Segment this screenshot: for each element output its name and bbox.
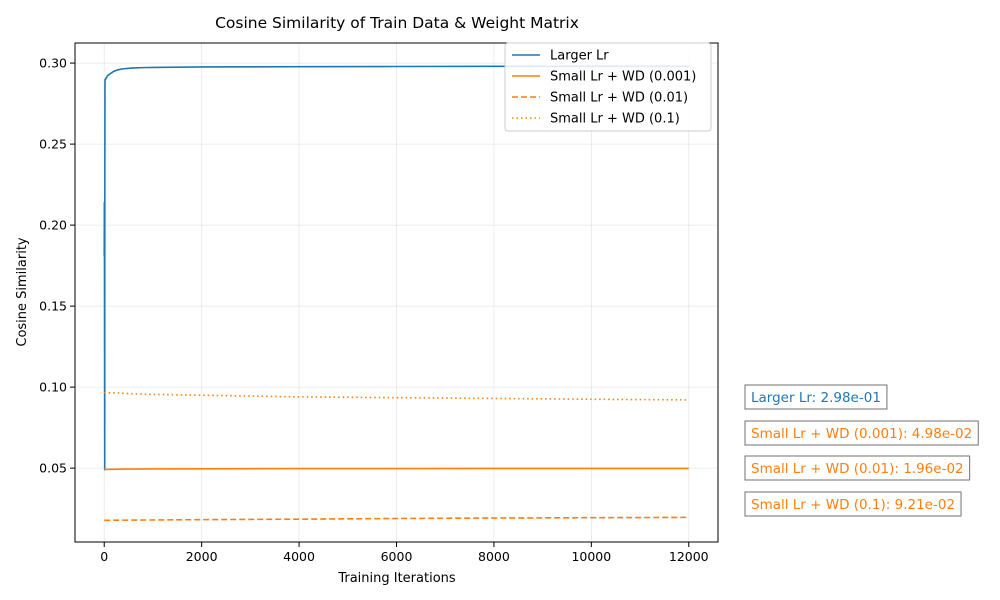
legend-label: Small Lr + WD (0.001)	[550, 70, 696, 85]
x-tick-label: 10000	[571, 549, 611, 564]
annotation-box	[744, 384, 888, 410]
x-tick-label: 8000	[478, 549, 510, 564]
chart-title: Cosine Similarity of Train Data & Weight…	[215, 14, 579, 32]
legend-box	[504, 42, 712, 132]
x-tick-label: 12000	[669, 549, 709, 564]
annotation-box	[744, 455, 971, 481]
y-axis-label: Cosine Similarity	[15, 237, 30, 347]
annotation-label: Small Lr + WD (0.01): 1.96e-02	[751, 461, 964, 477]
annotation-label: Larger Lr: 2.98e-01	[751, 390, 881, 406]
series-line-2	[104, 467, 689, 471]
x-tick-label: 6000	[381, 549, 413, 564]
y-tick-label: 0.30	[39, 56, 67, 71]
annotations: Larger Lr: 2.98e-01 Small Lr + WD (0.001)…	[744, 384, 979, 517]
x-tick-label: 2000	[186, 549, 218, 564]
annotation-box	[744, 420, 979, 446]
y-tick-label: 0.20	[39, 218, 67, 233]
y-tick-label: 0.25	[39, 137, 67, 152]
ticks: 0 2000 4000 6000 8000 10000 12000 0.05 0.10 0.15 0…	[39, 56, 709, 564]
y-tick-label: 0.05	[39, 461, 67, 476]
legend: Larger Lr Small Lr + WD (0.001) Small Lr +…	[504, 42, 712, 132]
legend-label: Small Lr + WD (0.01)	[550, 91, 688, 106]
series-layer	[103, 65, 689, 522]
series-line-3	[104, 516, 689, 522]
annotation-label: Small Lr + WD (0.001): 4.98e-02	[751, 426, 972, 442]
annotation-box	[744, 491, 962, 517]
y-tick-label: 0.15	[39, 299, 67, 314]
legend-label: Larger Lr	[550, 49, 609, 64]
x-tick-label: 0	[100, 549, 108, 564]
y-tick-label: 0.10	[39, 380, 67, 395]
x-tick-label: 4000	[283, 549, 315, 564]
x-axis-label: Training Iterations	[337, 571, 456, 586]
series-line-1	[103, 65, 689, 471]
legend-label: Small Lr + WD (0.1)	[550, 112, 680, 127]
annotation-label: Small Lr + WD (0.1): 9.21e-02	[751, 497, 955, 513]
